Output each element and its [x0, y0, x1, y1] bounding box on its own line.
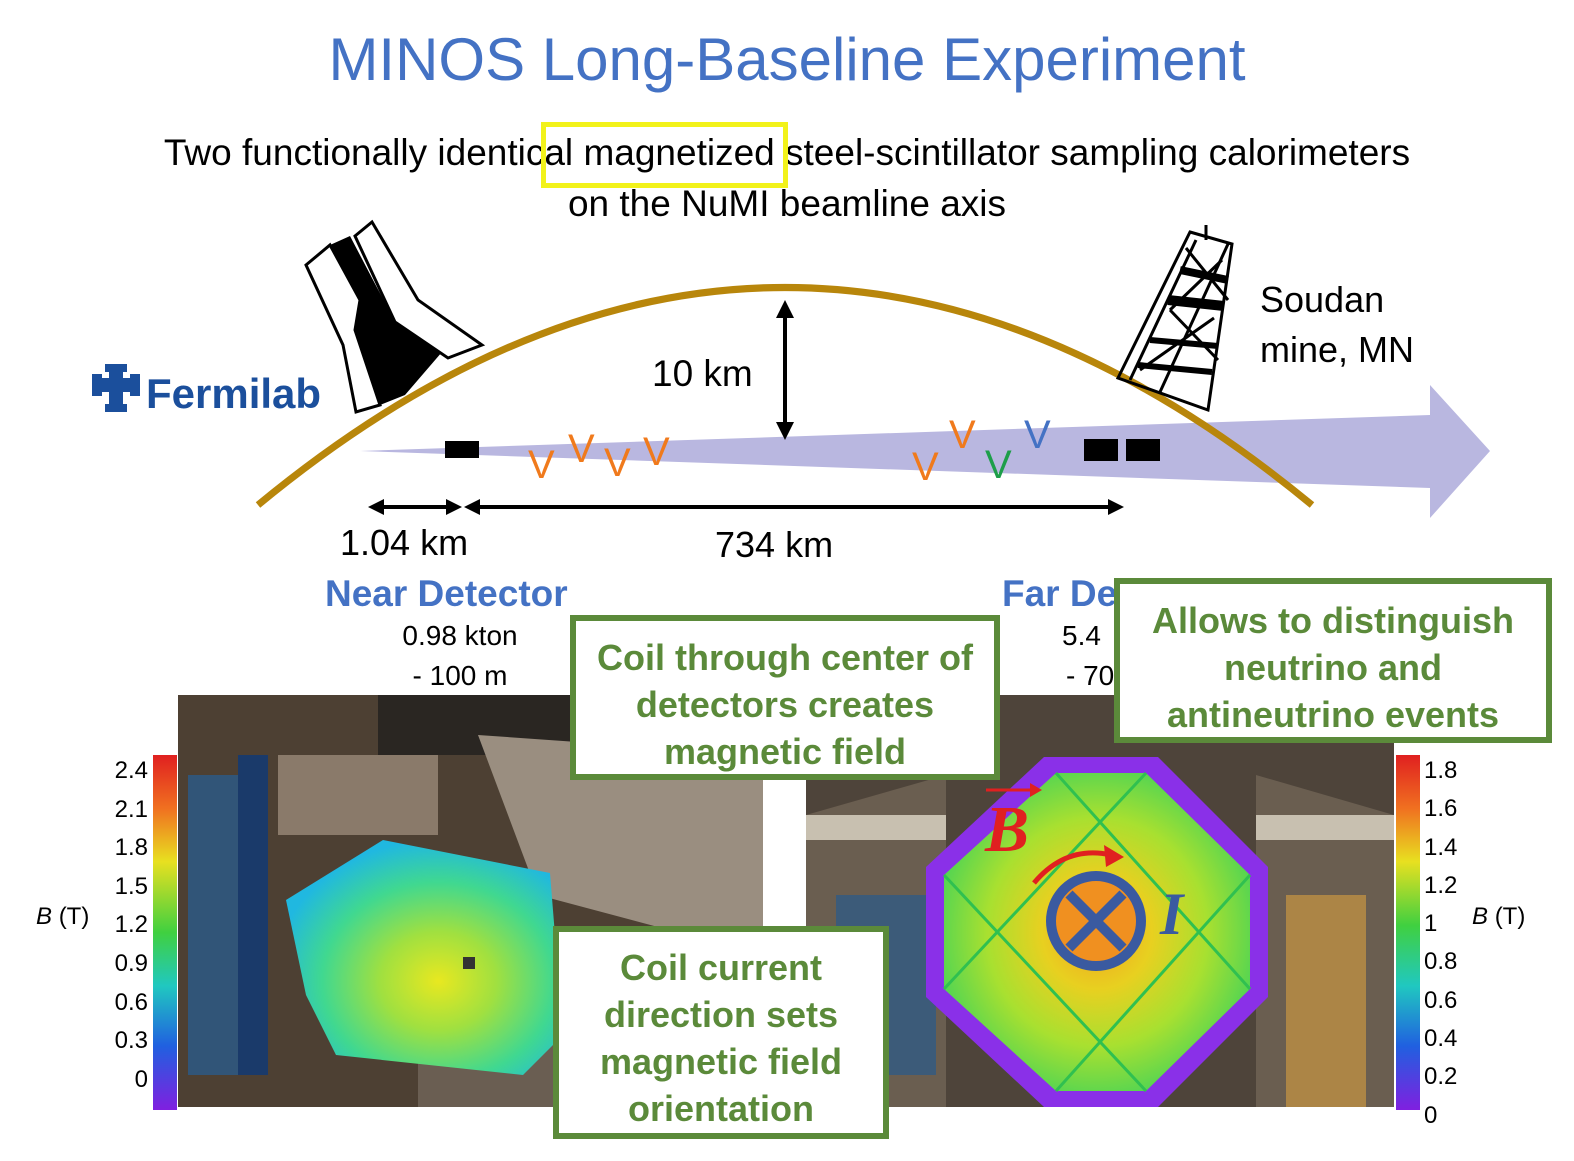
callout-coil-center: Coil through center of detectors creates… — [570, 615, 1000, 780]
neutrino-symbol: V — [1024, 413, 1051, 457]
far-detector-mass: 5.4 — [1062, 620, 1101, 651]
colorbar-unit: (T) — [1494, 903, 1526, 930]
subtitle-after: steel-scintillator sampling calorimeters — [785, 132, 1411, 173]
colorbar-var: B — [36, 903, 53, 930]
colorbar-tick: 0.2 — [1424, 1063, 1458, 1091]
colorbar-unit: (T) — [58, 903, 90, 930]
field-symbol: B — [985, 793, 1030, 866]
subtitle-highlight-word: magnetized — [583, 132, 775, 173]
colorbar-tick: 0.3 — [114, 1027, 148, 1055]
colorbar-tick: 1.2 — [1424, 871, 1458, 899]
neutrino-symbol: V — [985, 443, 1012, 487]
colorbar-tick: 1.6 — [1424, 795, 1458, 823]
colorbar-var: B — [1472, 903, 1489, 930]
far-detector-block-2 — [1126, 439, 1160, 461]
fermilab-logo-text: Fermilab — [146, 370, 321, 417]
neutrino-symbol: V — [949, 413, 976, 457]
fermilab-logo-icon — [92, 364, 140, 412]
near-distance-label: 1.04 km — [340, 522, 469, 563]
soudan-label: Soudan mine, MN — [1260, 275, 1414, 375]
field-direction-arrow — [1032, 850, 1112, 885]
neutrino-symbol: V — [604, 441, 631, 485]
colorbar-tick: 1.5 — [114, 872, 148, 900]
near-colorbar-label: B (T) — [36, 903, 89, 931]
colorbar-tick: 1.8 — [1424, 757, 1458, 784]
colorbar-tick: 1.8 — [114, 834, 148, 862]
callout-distinguish: Allows to distinguish neutrino and antin… — [1114, 578, 1552, 743]
soudan-line1: Soudan — [1260, 279, 1385, 320]
far-distance-label: 734 km — [715, 524, 834, 565]
far-detector-depth: - 70 — [1066, 660, 1115, 691]
fermilab-building-icon — [304, 219, 486, 414]
colorbar-tick: 0.9 — [114, 949, 148, 977]
near-detector-mass: 0.98 kton — [402, 620, 518, 651]
subtitle-line2: on the NuMI beamline axis — [567, 183, 1007, 224]
subtitle-line1: Two functionally identical magnetized st… — [0, 132, 1574, 174]
near-colorbar-ticks: 2.4 2.1 1.8 1.5 1.2 0.9 0.6 0.3 0 — [96, 752, 148, 1099]
near-detector-depth: - 100 m — [412, 660, 508, 691]
earth-arc — [255, 284, 1315, 508]
neutrino-symbol: V — [528, 443, 555, 487]
soudan-headframe-icon — [1115, 225, 1234, 413]
neutrino-symbol: V — [643, 430, 670, 474]
near-detector-block — [445, 441, 479, 458]
colorbar-tick: 0.6 — [1424, 986, 1458, 1014]
depth-label: 10 km — [652, 353, 753, 394]
highlight-box — [541, 122, 788, 188]
slide-title: MINOS Long-Baseline Experiment — [328, 26, 1246, 93]
distance-arrows — [368, 499, 1124, 515]
near-field-map — [286, 840, 563, 1075]
neutrino-beam — [360, 385, 1490, 518]
colorbar-tick: 2.4 — [114, 757, 148, 784]
subtitle-before: Two functionally identical — [163, 132, 574, 173]
depth-arrow — [776, 300, 794, 440]
callout-coil-current: Coil current direction sets magnetic fie… — [553, 926, 889, 1139]
colorbar-tick: 0.8 — [1424, 948, 1458, 976]
far-detector-block-1 — [1084, 439, 1118, 461]
neutrino-symbol: V — [568, 427, 595, 471]
colorbar-tick: 0 — [1424, 1101, 1438, 1129]
colorbar-tick: 1.2 — [114, 911, 148, 939]
far-colorbar-ticks: 1.8 1.6 1.4 1.2 1 0.8 0.6 0.4 0.2 0 — [1424, 752, 1457, 1135]
neutrino-symbol: V — [912, 445, 939, 489]
colorbar-tick: 0 — [134, 1065, 148, 1093]
near-colorbar — [153, 755, 177, 1110]
colorbar-tick: 2.1 — [114, 795, 148, 823]
soudan-line2: mine, MN — [1260, 329, 1415, 370]
colorbar-tick: 1.4 — [1424, 833, 1458, 861]
colorbar-tick: 0.6 — [114, 988, 148, 1016]
colorbar-tick: 0.4 — [1424, 1025, 1458, 1053]
far-colorbar-label: B (T) — [1472, 903, 1525, 931]
near-detector-title: Near Detector — [325, 573, 568, 614]
current-symbol: I — [1160, 881, 1184, 947]
far-colorbar — [1396, 755, 1420, 1110]
colorbar-tick: 1 — [1424, 910, 1438, 938]
